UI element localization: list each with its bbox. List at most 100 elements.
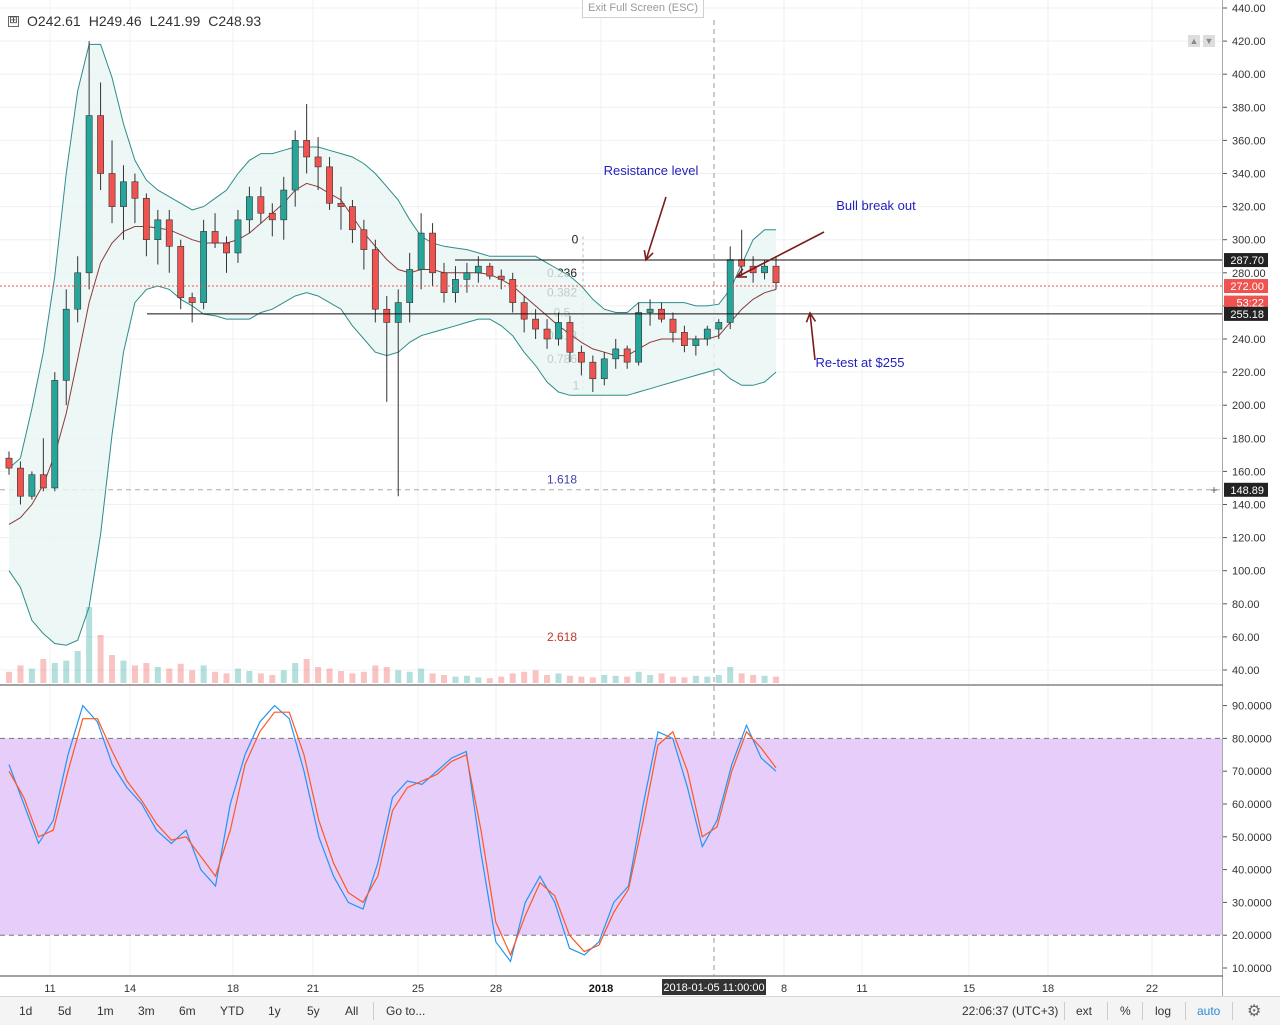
range-3m-button[interactable]: 3m [138, 1004, 155, 1018]
candlesticks [5, 41, 780, 505]
candle-body [371, 249, 379, 310]
range-1d-button[interactable]: 1d [19, 1004, 33, 1018]
time-label: 11 [44, 983, 55, 995]
volume-bar [303, 659, 310, 683]
time-label: 8 [781, 983, 787, 995]
volume-bar [761, 675, 768, 683]
volume-bar [74, 651, 81, 683]
scale-up-icon[interactable]: ▲ [1188, 35, 1200, 47]
candle-body [188, 297, 196, 303]
volume-bar [97, 635, 104, 683]
log-toggle[interactable]: log [1155, 1004, 1172, 1018]
legend-toggle-icon[interactable]: ⊞ [8, 14, 19, 27]
time-axis[interactable]: 11 14 18 21 25 28 2018 8 11 15 18 22 2018-01-05 11:0… [44, 979, 1158, 995]
ext-toggle[interactable]: ext [1076, 1004, 1093, 1018]
volume-bar [109, 655, 116, 683]
volume-bar [773, 676, 779, 683]
candle-body [97, 115, 104, 174]
volume-bar [418, 668, 425, 683]
price-axis[interactable]: 440.00 420.00 400.00 380.00 360.00 340.00 320.… [1210, 0, 1280, 996]
volume-bar [452, 676, 459, 683]
volume-bar [750, 675, 757, 683]
candle-body [635, 312, 643, 363]
range-ytd-button[interactable]: YTD [220, 1004, 244, 1018]
stoch-band [0, 738, 1222, 936]
auto-toggle[interactable]: auto [1197, 1004, 1221, 1018]
range-1y-button[interactable]: 1y [268, 1004, 281, 1018]
axis-label: 300.00 [1232, 235, 1266, 247]
volume-bar [532, 670, 539, 683]
volume-bar [326, 668, 333, 683]
stoch-axis-label: 70.0000 [1232, 766, 1272, 778]
candle-body [555, 322, 562, 340]
axis-label: 200.00 [1232, 400, 1266, 412]
bottom-toolbar: 1d 5d 1m 3m 6m YTD 1y 5y All Go to... 22… [0, 996, 1280, 1025]
candle-body [337, 202, 345, 207]
volume-bar [509, 673, 516, 683]
time-label: 25 [412, 983, 424, 995]
axis-label: 140.00 [1232, 500, 1266, 512]
exit-full-screen-button[interactable]: Exit Full Screen (ESC) [582, 0, 705, 18]
candle-body [5, 457, 13, 469]
goto-button[interactable]: Go to... [386, 1004, 426, 1018]
price-tag-text: 53:22 [1236, 298, 1264, 310]
volume-bar [727, 667, 734, 683]
clock-label: 22:06:37 (UTC+3) [962, 1004, 1059, 1018]
axis-label: 360.00 [1232, 135, 1266, 147]
axis-label: 340.00 [1232, 169, 1266, 181]
percent-toggle[interactable]: % [1120, 1004, 1131, 1018]
candle-body [303, 140, 311, 158]
volume-bar [315, 667, 322, 683]
volume-bar [692, 675, 699, 683]
crosshair-time-box [662, 979, 766, 995]
scale-down-icon[interactable]: ▼ [1203, 35, 1215, 47]
volume-bar [669, 676, 676, 683]
axis-label: 440.00 [1232, 3, 1266, 15]
candle-body [28, 474, 36, 497]
candle-body [463, 272, 471, 280]
stoch-axis-label: 20.0000 [1232, 930, 1272, 942]
candle-body [108, 173, 116, 207]
volume-bars [6, 607, 779, 683]
candle-body [509, 279, 517, 303]
horizontal-lines[interactable] [0, 259, 1222, 315]
candle-body [681, 332, 688, 346]
candle-body [74, 272, 82, 310]
bollinger-fill [9, 44, 776, 646]
volume-bar [51, 663, 58, 683]
axis-label: 120.00 [1232, 533, 1266, 545]
settings-gear-icon[interactable]: ⚙ [1247, 1003, 1262, 1020]
fib-label: 0 [572, 233, 579, 247]
annotation-text: Resistance level [604, 163, 699, 178]
candle-body [577, 351, 585, 363]
volume-bar [246, 671, 253, 683]
range-1m-button[interactable]: 1m [97, 1004, 114, 1018]
candle-body [177, 246, 185, 298]
candle-body [280, 189, 288, 221]
volume-bar [28, 668, 35, 683]
volume-bar [498, 676, 505, 683]
time-label: 15 [963, 983, 975, 995]
candle-body [211, 231, 219, 244]
candle-body [612, 348, 620, 360]
range-5y-button[interactable]: 5y [307, 1004, 320, 1018]
range-6m-button[interactable]: 6m [179, 1004, 196, 1018]
volume-bar [681, 677, 688, 683]
axis-label: 60.00 [1232, 632, 1260, 644]
low-value: L241.99 [149, 13, 201, 29]
volume-bar [589, 677, 596, 683]
candle-body [39, 474, 47, 489]
annotation-text: Re-test at $255 [816, 355, 905, 370]
range-all-button[interactable]: All [345, 1004, 359, 1018]
retest-arrow [809, 312, 816, 361]
volume-bar [395, 670, 402, 683]
volume-bar [143, 663, 150, 683]
price-tag-text: 148.89 [1230, 485, 1264, 497]
high-value: H249.46 [88, 13, 142, 29]
volume-bar [486, 678, 493, 683]
range-5d-button[interactable]: 5d [58, 1004, 72, 1018]
stoch-axis-label: 90.0000 [1232, 701, 1272, 713]
volume-bar [738, 673, 745, 683]
annotation-text: Bull break out [836, 198, 916, 213]
